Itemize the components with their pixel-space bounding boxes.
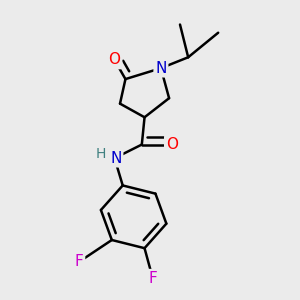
Text: O: O	[109, 52, 121, 68]
Text: F: F	[75, 254, 83, 269]
Text: N: N	[110, 151, 122, 166]
Text: O: O	[166, 137, 178, 152]
Text: H: H	[96, 147, 106, 161]
Text: F: F	[148, 271, 157, 286]
Text: N: N	[155, 61, 166, 76]
